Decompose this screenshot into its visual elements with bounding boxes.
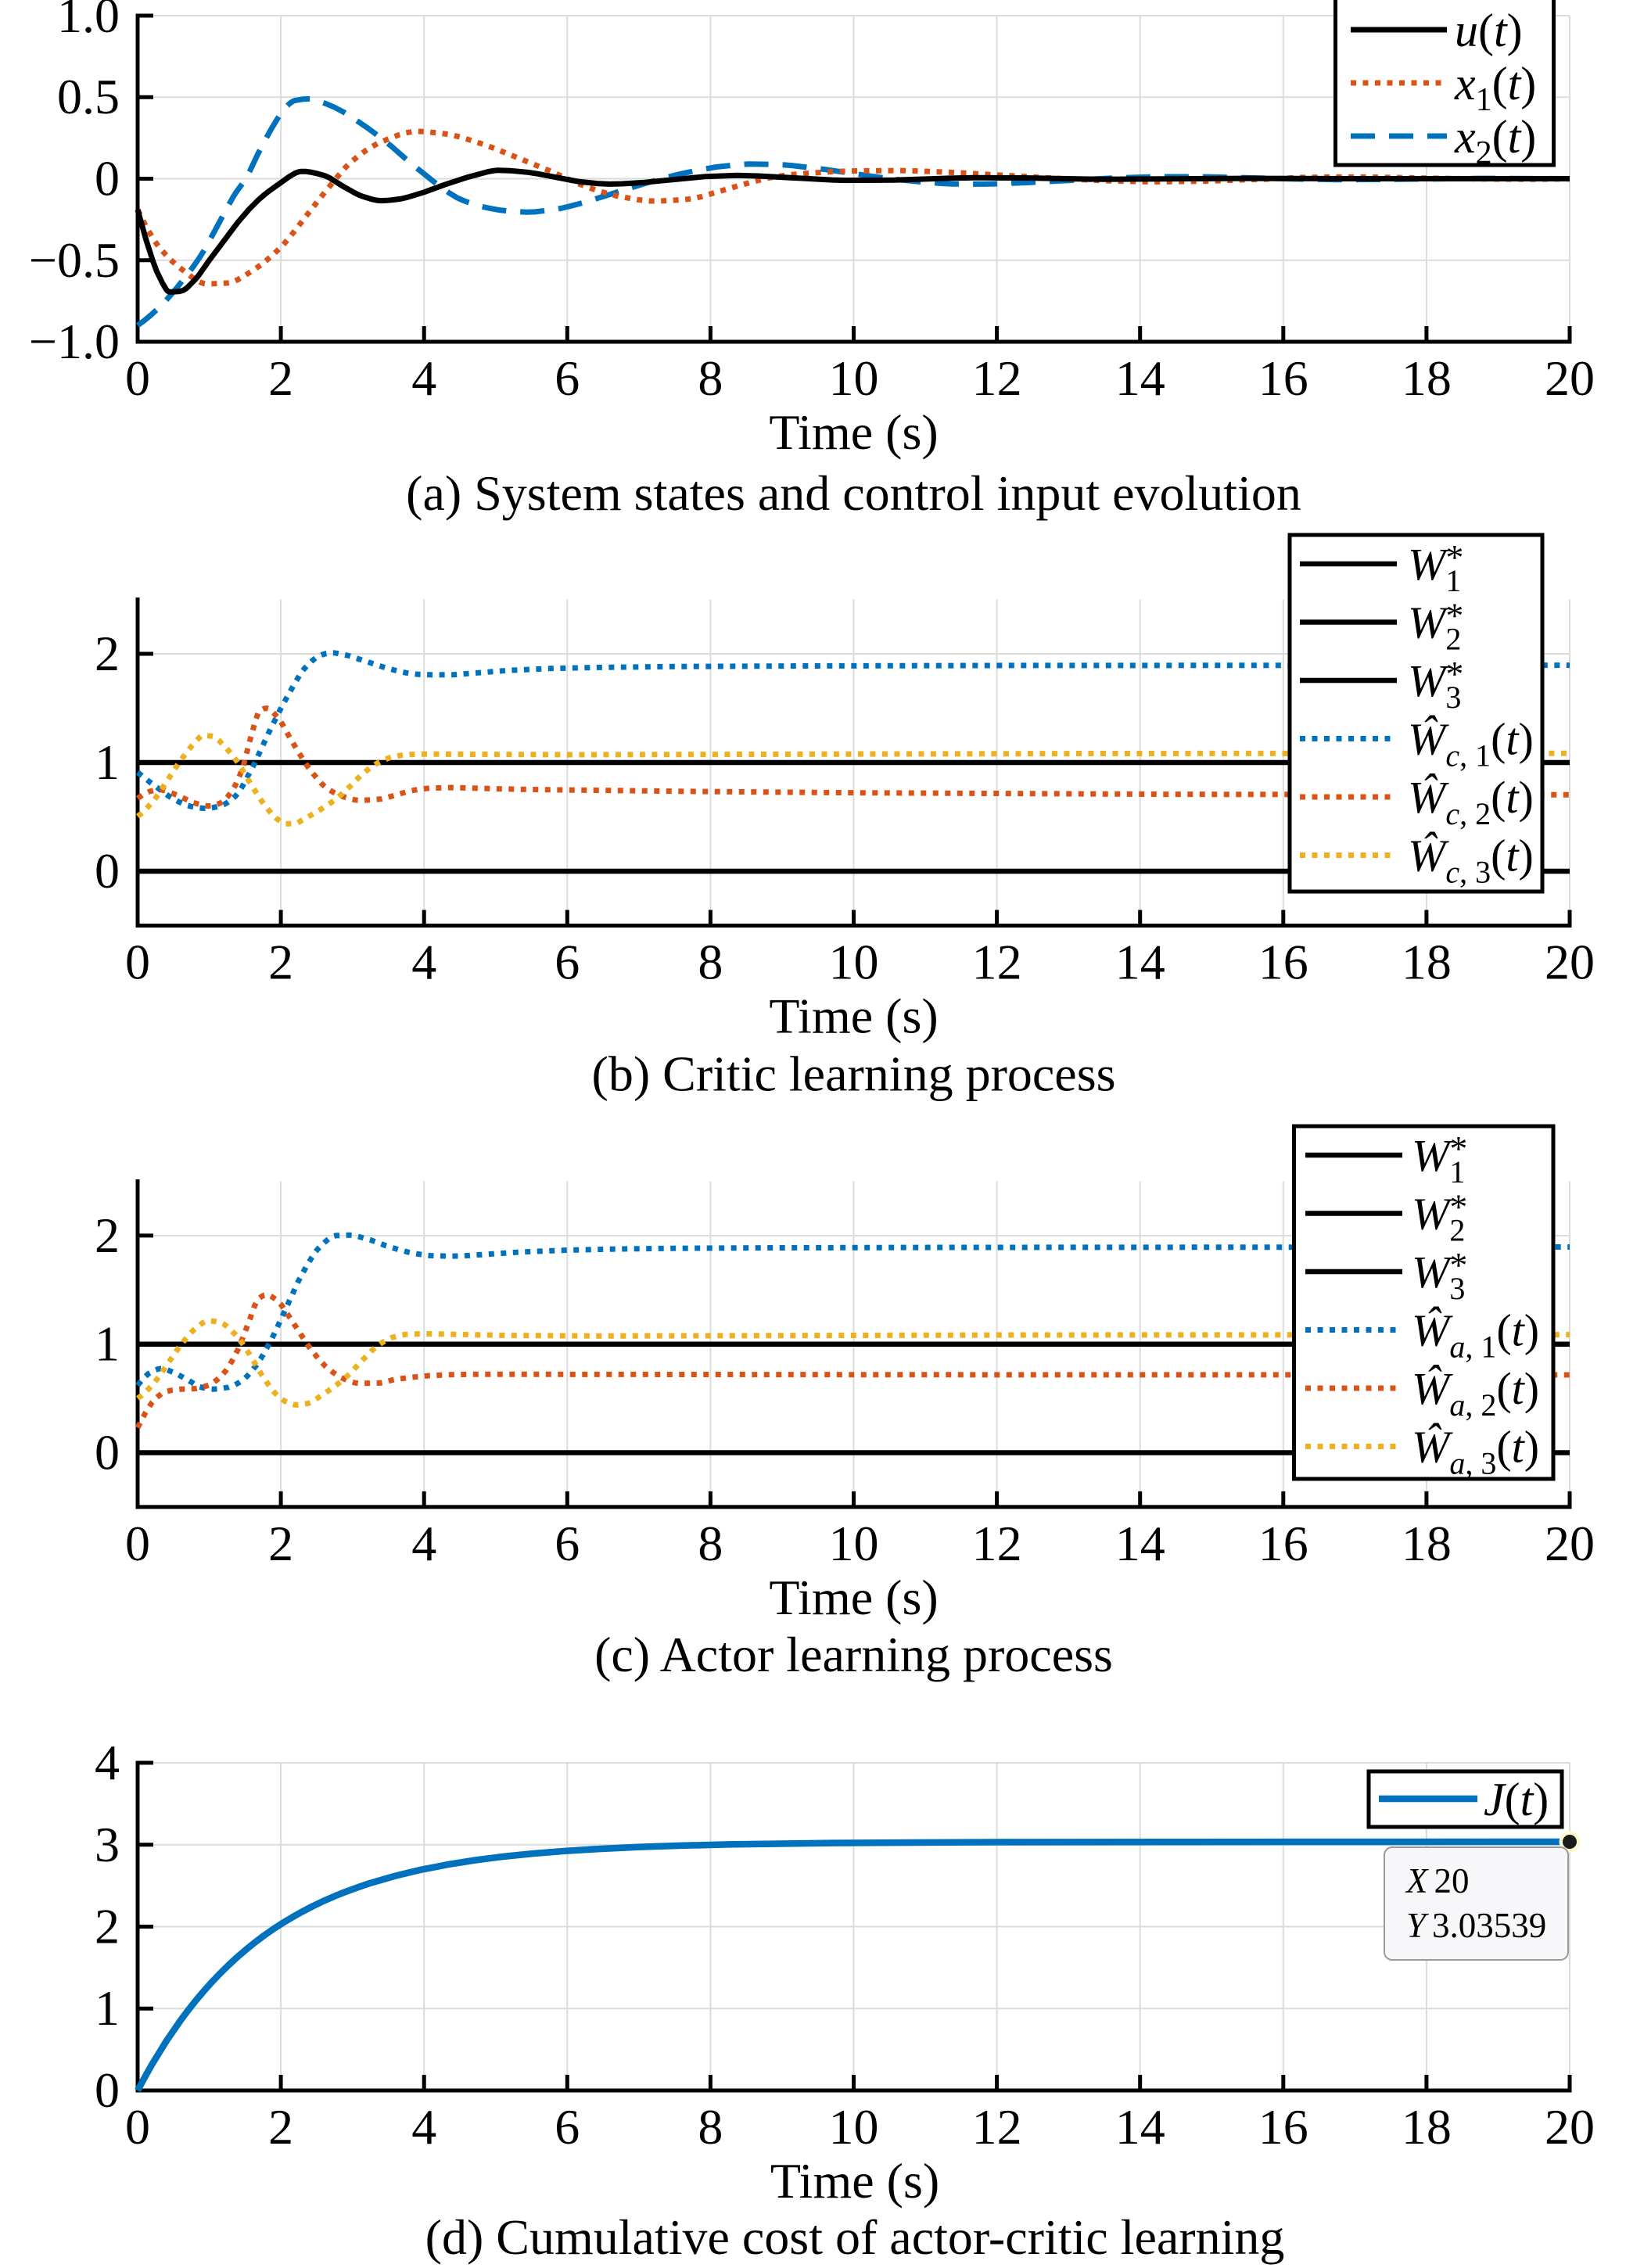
svg-text:20: 20 bbox=[1545, 935, 1595, 990]
svg-text:J(t): J(t) bbox=[1484, 1774, 1549, 1825]
svg-text:16: 16 bbox=[1258, 935, 1308, 990]
svg-text:1: 1 bbox=[95, 1316, 120, 1372]
svg-text:Ŵc, 1(t): Ŵc, 1(t) bbox=[1408, 714, 1534, 773]
svg-text:0: 0 bbox=[95, 2062, 120, 2118]
svg-text:2: 2 bbox=[95, 1208, 120, 1263]
svg-text:16: 16 bbox=[1258, 350, 1308, 406]
svg-text:10: 10 bbox=[829, 2099, 879, 2155]
svg-text:0: 0 bbox=[95, 151, 120, 206]
svg-text:Time (s): Time (s) bbox=[770, 2153, 939, 2209]
svg-text:3: 3 bbox=[95, 1817, 120, 1872]
svg-text:4: 4 bbox=[411, 1516, 436, 1571]
svg-text:12: 12 bbox=[972, 1516, 1022, 1571]
svg-text:x2(t): x2(t) bbox=[1454, 111, 1536, 171]
svg-text:(c) Actor learning process: (c) Actor learning process bbox=[594, 1627, 1113, 1682]
svg-text:W*3: W* 3 bbox=[1408, 654, 1463, 715]
svg-text:−0.5: −0.5 bbox=[29, 232, 120, 288]
svg-text:Ŵc, 2(t): Ŵc, 2(t) bbox=[1408, 772, 1534, 831]
svg-text:Time (s): Time (s) bbox=[769, 989, 938, 1044]
svg-text:2: 2 bbox=[95, 1899, 120, 1954]
svg-text:18: 18 bbox=[1402, 2099, 1452, 2155]
svg-text:16: 16 bbox=[1258, 2099, 1308, 2155]
svg-text:Ŵa, 3(t): Ŵa, 3(t) bbox=[1412, 1422, 1539, 1481]
svg-text:0: 0 bbox=[125, 2099, 150, 2155]
svg-text:10: 10 bbox=[829, 350, 879, 406]
svg-text:0.5: 0.5 bbox=[57, 69, 120, 124]
svg-text:10: 10 bbox=[829, 935, 879, 990]
svg-text:Ŵa, 2(t): Ŵa, 2(t) bbox=[1412, 1363, 1539, 1423]
svg-text:12: 12 bbox=[972, 350, 1022, 406]
svg-text:0: 0 bbox=[125, 1516, 150, 1571]
svg-text:4: 4 bbox=[411, 350, 436, 406]
svg-text:6: 6 bbox=[555, 2099, 580, 2155]
svg-text:W*1: W* 1 bbox=[1412, 1129, 1467, 1190]
svg-text:16: 16 bbox=[1258, 1516, 1308, 1571]
svg-text:x1(t): x1(t) bbox=[1454, 58, 1536, 118]
svg-text:W*1: W* 1 bbox=[1408, 537, 1463, 598]
svg-text:18: 18 bbox=[1402, 935, 1452, 990]
svg-text:0: 0 bbox=[125, 935, 150, 990]
svg-text:−1.0: −1.0 bbox=[29, 314, 120, 369]
svg-text:8: 8 bbox=[698, 350, 723, 406]
svg-text:2: 2 bbox=[95, 626, 120, 681]
svg-text:10: 10 bbox=[829, 1516, 879, 1571]
svg-text:14: 14 bbox=[1115, 350, 1165, 406]
svg-text:(a) System states and control: (a) System states and control input evol… bbox=[406, 465, 1301, 521]
svg-text:20: 20 bbox=[1545, 1516, 1595, 1571]
svg-text:18: 18 bbox=[1402, 350, 1452, 406]
svg-text:Ŵc, 3(t): Ŵc, 3(t) bbox=[1408, 831, 1534, 890]
svg-text:Ŵa, 1(t): Ŵa, 1(t) bbox=[1412, 1305, 1539, 1365]
svg-text:W*3: W* 3 bbox=[1412, 1245, 1467, 1306]
svg-text:Time (s): Time (s) bbox=[769, 404, 938, 460]
svg-text:14: 14 bbox=[1115, 935, 1165, 990]
svg-text:20: 20 bbox=[1545, 2099, 1595, 2155]
svg-text:Y3.03539: Y 3.03539 bbox=[1406, 1906, 1546, 1945]
svg-text:0: 0 bbox=[125, 350, 150, 406]
svg-text:2: 2 bbox=[268, 350, 293, 406]
svg-text:14: 14 bbox=[1115, 2099, 1165, 2155]
svg-text:1.0: 1.0 bbox=[57, 0, 120, 43]
svg-text:0: 0 bbox=[95, 843, 120, 899]
svg-text:8: 8 bbox=[698, 2099, 723, 2155]
svg-text:(d) Cumulative cost of actor-c: (d) Cumulative cost of actor-critic lear… bbox=[425, 2209, 1285, 2265]
svg-text:0: 0 bbox=[95, 1425, 120, 1480]
svg-text:20: 20 bbox=[1545, 350, 1595, 406]
svg-text:2: 2 bbox=[268, 2099, 293, 2155]
svg-text:2: 2 bbox=[268, 1516, 293, 1571]
svg-text:18: 18 bbox=[1402, 1516, 1452, 1571]
svg-text:2: 2 bbox=[268, 935, 293, 990]
svg-text:1: 1 bbox=[95, 1980, 120, 2036]
svg-text:4: 4 bbox=[95, 1735, 120, 1790]
svg-text:W*2: W* 2 bbox=[1412, 1187, 1467, 1248]
svg-text:12: 12 bbox=[972, 935, 1022, 990]
svg-text:8: 8 bbox=[698, 935, 723, 990]
svg-text:4: 4 bbox=[411, 2099, 436, 2155]
svg-text:Time (s): Time (s) bbox=[769, 1570, 938, 1625]
svg-text:W*2: W* 2 bbox=[1408, 596, 1463, 657]
svg-text:X20: X 20 bbox=[1405, 1861, 1470, 1900]
svg-text:u(t): u(t) bbox=[1455, 5, 1523, 56]
svg-text:14: 14 bbox=[1115, 1516, 1165, 1571]
svg-text:8: 8 bbox=[698, 1516, 723, 1571]
svg-text:12: 12 bbox=[972, 2099, 1022, 2155]
svg-text:4: 4 bbox=[411, 935, 436, 990]
svg-text:6: 6 bbox=[555, 935, 580, 990]
svg-text:(b) Critic learning process: (b) Critic learning process bbox=[592, 1046, 1116, 1102]
svg-text:1: 1 bbox=[95, 734, 120, 790]
svg-text:6: 6 bbox=[555, 1516, 580, 1571]
svg-text:6: 6 bbox=[555, 350, 580, 406]
